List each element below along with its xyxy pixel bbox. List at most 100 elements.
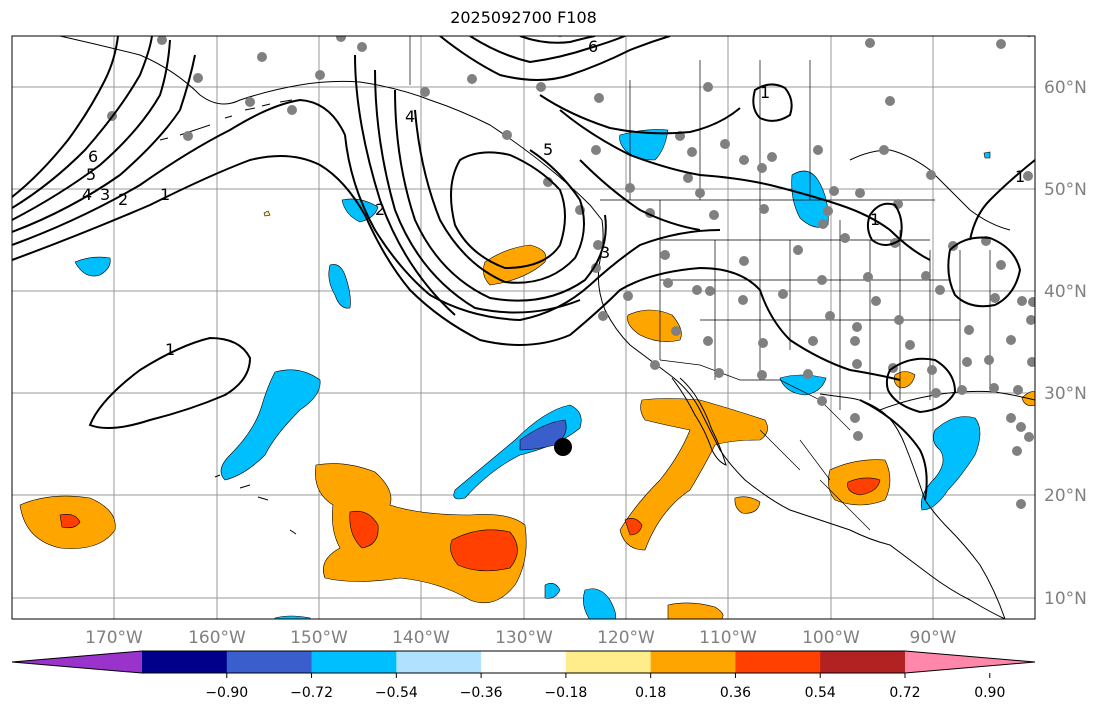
contour-west-2 (12, 98, 721, 322)
map-area: 1 2 3 4 5 6 1 2 3 4 5 6 1 1 1 (12, 36, 1035, 619)
colorbar-segment (820, 651, 906, 673)
orange-patch-texas (893, 371, 916, 389)
colorbar-tick-label: −0.36 (460, 685, 503, 701)
colorbar-outline (11, 650, 1036, 674)
colorbar-segment (735, 651, 821, 673)
colorbar-tick-label: −0.72 (290, 685, 333, 701)
contour-label-upper-midwest: 1 (870, 210, 880, 229)
colorbar-segment (226, 651, 313, 673)
colorbar-tick-label: −0.90 (205, 685, 248, 701)
red-core-baja (624, 518, 643, 536)
contour-label-ridge-5: 5 (543, 140, 553, 159)
colorbar-tick-label: −0.54 (375, 685, 418, 701)
colorbar-segment (650, 651, 736, 673)
baja-california (671, 377, 727, 466)
colorbar-tick-label: 0.36 (720, 685, 751, 701)
blue-patch-south-edge (274, 615, 311, 619)
contour-east-ridge (969, 159, 1035, 241)
lon-label-110: 110°W (699, 628, 757, 648)
colorbar-segment (396, 651, 482, 673)
lon-label-100: 100°W (802, 628, 860, 648)
colorbar-segment (311, 651, 397, 673)
contour-mexico-low (859, 399, 928, 501)
contour-label-east: 1 (1015, 167, 1025, 186)
contour-east-2 (539, 94, 741, 135)
contour-ridge-3 (519, 36, 596, 44)
blue-patch-hawaii-north (220, 369, 321, 481)
contour-label-west-6: 6 (88, 147, 98, 166)
colorbar-extend-low (12, 651, 142, 673)
lat-label-20: 20°N (1044, 486, 1087, 506)
lat-label-30: 30°N (1044, 384, 1087, 404)
orange-patch-gulf-alaska (483, 244, 547, 286)
colorbar-tick-label: −0.18 (544, 685, 587, 701)
yellow-spot (263, 210, 271, 217)
aleutian-islands (159, 99, 293, 141)
map-title: 2025092700 F108 (450, 8, 597, 27)
orange-patch-baja (619, 398, 768, 551)
contour-east-1 (559, 109, 931, 261)
contour-label-trough-2: 2 (375, 200, 385, 219)
storm-position-marker (554, 438, 572, 456)
contour-lines (12, 36, 1035, 501)
colorbar-segment (142, 651, 228, 673)
red-core-west-central (349, 511, 379, 549)
contour-label-group: 1 2 3 4 5 6 1 2 3 4 5 6 1 1 1 (82, 37, 1025, 359)
lon-label-130: 130°W (495, 628, 553, 648)
lat-label-60: 60°N (1044, 78, 1087, 98)
contour-west-4 (12, 39, 171, 221)
contour-label-west-1: 1 (160, 185, 170, 204)
lon-label-150: 150°W (290, 628, 348, 648)
contour-east-low (947, 236, 1022, 308)
orange-patch-mexico-small (734, 496, 761, 514)
colorbar-tick-label: 0.18 (635, 685, 666, 701)
colorbar: −0.90 −0.72 −0.54 −0.36 −0.18 0.18 0.36 0.54 0.7… (11, 650, 1036, 701)
gridlines (12, 36, 1035, 619)
blue-patch-canada-west (619, 129, 669, 161)
colorbar-segment (481, 651, 567, 673)
contour-label-trough-3: 3 (600, 243, 610, 262)
map-frame (11, 35, 1036, 620)
contour-label-trough-4: 4 (405, 107, 415, 126)
blue-patch-gulf-mexico (921, 416, 981, 511)
contour-east-3 (579, 159, 701, 231)
mexico-state-lines (759, 429, 871, 531)
colorbar-tick-label: 0.54 (805, 685, 836, 701)
contour-trough-3 (394, 89, 607, 302)
colorbar-extend-high (905, 651, 1035, 673)
contour-label-west-4: 4 (82, 185, 92, 204)
contour-label-west-3: 3 (100, 185, 110, 204)
contour-trough-inner-1 (450, 151, 566, 270)
contour-trough-4 (374, 69, 581, 314)
contour-west-1 (12, 155, 901, 381)
contour-trough-5 (354, 54, 456, 316)
colorbar-segment (565, 651, 652, 673)
blue-patch-west (74, 256, 111, 277)
contour-upper-midwest-low (866, 202, 903, 246)
contour-ridge-1 (439, 36, 671, 81)
contour-label-west-5: 5 (86, 165, 96, 184)
hawaii-islands (214, 474, 297, 535)
blue-patch-pacific-north (328, 264, 351, 309)
contour-label-west-2: 2 (118, 190, 128, 209)
orange-patch-california (627, 309, 682, 342)
contour-west-3 (12, 54, 196, 233)
contour-trough-2 (414, 109, 585, 284)
lat-label-10: 10°N (1044, 589, 1087, 609)
blue-patch-small-south (544, 583, 561, 599)
lat-label-50: 50°N (1044, 180, 1087, 200)
alaska-coast (59, 36, 603, 221)
contour-low-hawaii (88, 336, 252, 430)
colorbar-tick-label: 0.90 (974, 685, 1005, 701)
contour-great-lakes-high (752, 83, 793, 122)
red-core-far-west (59, 514, 81, 529)
canada-hudson-coast (849, 149, 1011, 231)
lon-label-160: 160°W (188, 628, 246, 648)
lat-label-40: 40°N (1044, 282, 1087, 302)
blue-patch-texas-west (779, 374, 827, 396)
contour-label-great-lakes: 1 (760, 83, 770, 102)
red-core-central (450, 529, 518, 572)
lon-label-90: 90°W (910, 628, 957, 648)
contour-southeast-low (885, 357, 957, 414)
dark-blue-core-central (519, 419, 567, 451)
